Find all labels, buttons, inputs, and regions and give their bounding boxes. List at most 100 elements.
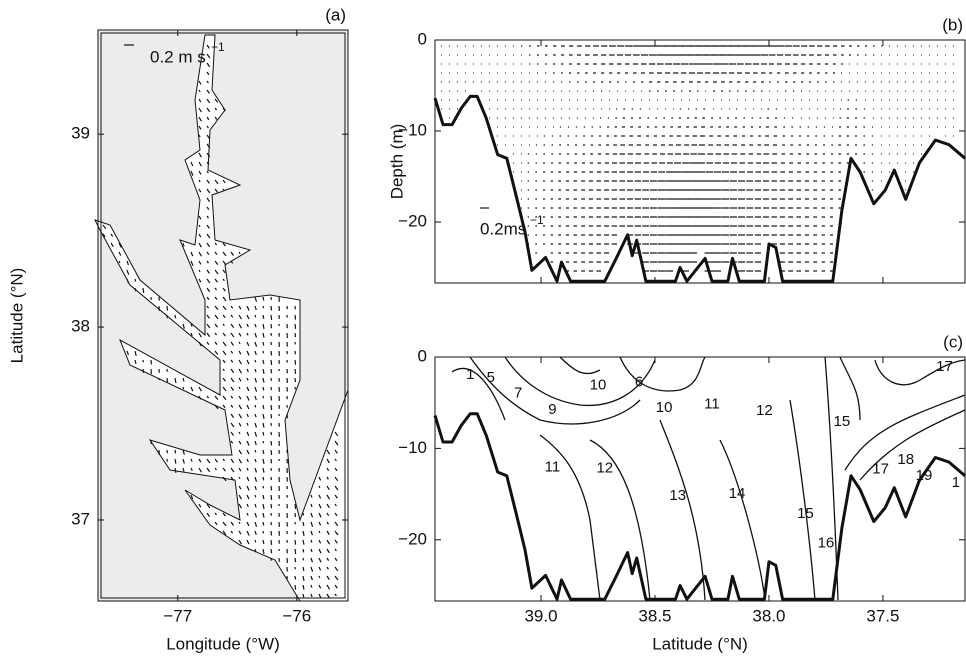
x-tick-label: 38.0 bbox=[752, 606, 785, 625]
vector bbox=[222, 359, 226, 364]
vector bbox=[254, 503, 257, 508]
vector bbox=[206, 251, 210, 256]
vector bbox=[246, 485, 250, 491]
vector bbox=[270, 485, 273, 491]
vector bbox=[206, 314, 210, 319]
vector bbox=[222, 386, 227, 392]
vector bbox=[230, 395, 234, 399]
contour-label: 1 bbox=[952, 474, 960, 491]
vector bbox=[206, 188, 211, 194]
vector bbox=[246, 539, 250, 545]
vector bbox=[310, 557, 314, 563]
vector bbox=[174, 377, 177, 383]
vector bbox=[214, 404, 219, 410]
vector bbox=[294, 368, 297, 374]
vector bbox=[238, 404, 243, 410]
vector bbox=[206, 323, 211, 329]
vector bbox=[174, 467, 177, 473]
vector bbox=[110, 242, 114, 248]
vector bbox=[238, 413, 243, 419]
vector bbox=[246, 530, 250, 536]
vector bbox=[262, 359, 265, 365]
vector bbox=[206, 62, 211, 68]
vector bbox=[206, 152, 211, 158]
vector bbox=[318, 548, 322, 554]
vector bbox=[254, 548, 257, 553]
vector bbox=[254, 539, 257, 543]
vector bbox=[302, 566, 305, 572]
vector bbox=[222, 323, 225, 327]
vector bbox=[270, 368, 273, 374]
vector bbox=[198, 386, 202, 392]
vector bbox=[262, 296, 265, 301]
scale-label-sup: −1 bbox=[530, 213, 544, 227]
vector bbox=[190, 458, 193, 462]
vector bbox=[230, 368, 235, 373]
x-tick-label: 39.0 bbox=[524, 606, 557, 625]
contour-label: 18 bbox=[897, 451, 914, 468]
vector bbox=[262, 413, 265, 419]
vector bbox=[214, 332, 218, 336]
inner-frame bbox=[100, 32, 346, 599]
vector bbox=[246, 422, 249, 426]
vector bbox=[262, 377, 265, 383]
panel-title: (b) bbox=[942, 15, 963, 34]
vector bbox=[118, 242, 122, 248]
vector bbox=[206, 116, 210, 121]
vector bbox=[334, 476, 339, 482]
vector bbox=[238, 305, 242, 310]
vector bbox=[238, 503, 243, 509]
vector bbox=[270, 350, 273, 356]
vector bbox=[206, 206, 210, 211]
scale-label-sup: −1 bbox=[211, 40, 225, 54]
vector bbox=[206, 512, 211, 518]
vector bbox=[262, 386, 265, 391]
vector bbox=[182, 449, 185, 455]
vector bbox=[238, 395, 242, 400]
vector bbox=[246, 377, 249, 381]
vector bbox=[230, 314, 234, 318]
vector bbox=[190, 323, 193, 327]
vector bbox=[246, 368, 249, 373]
vector bbox=[294, 548, 297, 554]
vector bbox=[206, 395, 210, 399]
vector bbox=[222, 296, 227, 302]
vector bbox=[302, 593, 305, 598]
y-axis-label: Depth (m) bbox=[387, 124, 406, 200]
y-tick-label: 38 bbox=[71, 317, 90, 336]
vector bbox=[198, 242, 202, 248]
vector bbox=[326, 584, 331, 590]
vector bbox=[206, 224, 210, 229]
vector bbox=[230, 341, 235, 346]
vector bbox=[262, 422, 265, 428]
vector bbox=[230, 467, 235, 473]
vector bbox=[238, 431, 241, 435]
vector bbox=[214, 314, 219, 320]
vector bbox=[246, 341, 250, 347]
vector bbox=[270, 395, 273, 401]
vector bbox=[326, 557, 330, 561]
vector bbox=[262, 404, 265, 410]
vector bbox=[142, 287, 145, 293]
vector bbox=[214, 341, 218, 346]
vector bbox=[262, 476, 265, 481]
vector bbox=[310, 494, 313, 498]
vector bbox=[310, 548, 313, 553]
contour-label: 15 bbox=[797, 505, 814, 522]
x-axis-label: Longitude (°W) bbox=[166, 634, 280, 653]
vector bbox=[270, 359, 273, 366]
vector bbox=[318, 476, 322, 481]
vector bbox=[334, 593, 337, 597]
vector bbox=[230, 476, 235, 481]
vector bbox=[222, 521, 227, 527]
y-tick-label: 37 bbox=[71, 509, 90, 528]
vector bbox=[222, 269, 226, 274]
x-tick-label: 37.5 bbox=[866, 606, 899, 625]
contour-lines bbox=[451, 356, 966, 601]
vector bbox=[254, 476, 258, 482]
vector bbox=[230, 251, 235, 256]
vector bbox=[262, 494, 265, 500]
vector bbox=[230, 413, 235, 418]
vector bbox=[334, 503, 337, 507]
vector bbox=[246, 512, 249, 516]
